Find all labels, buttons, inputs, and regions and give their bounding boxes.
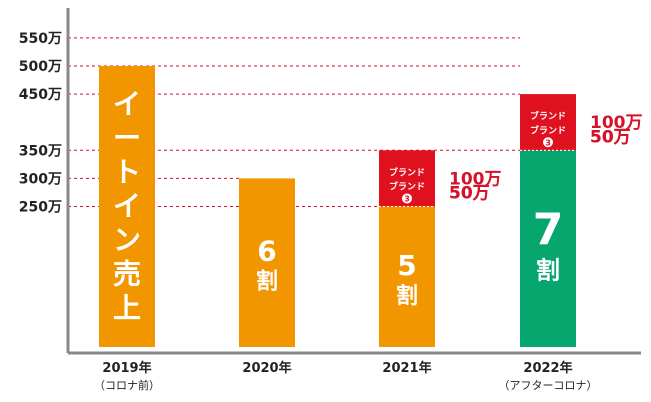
- segment-amount: 100万: [590, 113, 643, 133]
- bar-text-wari: 割: [536, 257, 560, 285]
- bar-base: [379, 206, 435, 347]
- segment-amount: 50万: [449, 183, 490, 203]
- bar-text-char: イ: [113, 88, 141, 121]
- y-axis-ticks: 250万 300万 350万 450万 500万 550万: [19, 31, 62, 216]
- bar-text-wari: 割: [396, 283, 418, 309]
- bars: イートイン売上6割5割ブランド1100万ブランド250万ブランド350万7割ブラ…: [99, 66, 643, 347]
- segment-amount: 50万: [590, 127, 631, 147]
- x-tick-sublabel: （アフターコロナ）: [499, 379, 598, 392]
- y-tick-label: 250万: [19, 200, 62, 216]
- segment-brand-label: ブランド: [389, 166, 425, 178]
- segment-brand-label: ブランド: [389, 180, 425, 192]
- x-tick-label: 2021年: [382, 360, 431, 376]
- segment-brand-label: ブランド: [530, 110, 566, 122]
- segment-number: 3: [545, 138, 551, 147]
- segment-amount: 50万: [449, 183, 490, 203]
- segment-number: 3: [404, 194, 410, 203]
- bar-base: [520, 150, 576, 347]
- y-tick-label: 350万: [19, 143, 62, 159]
- segment-amount: 50万: [590, 127, 631, 147]
- segment-number-circle: [543, 137, 553, 148]
- y-tick-label: 450万: [19, 87, 62, 103]
- bar-text-number: 7: [533, 205, 564, 256]
- segment-amount: 100万: [449, 169, 502, 189]
- x-tick-sublabel: （コロナ前）: [94, 378, 160, 392]
- bar-base: [239, 178, 295, 347]
- segment-brand-label: ブランド: [530, 124, 566, 136]
- x-tick-label: 2020年: [242, 360, 291, 376]
- y-tick-label: 300万: [19, 171, 62, 187]
- x-tick-label: 2019年: [102, 360, 151, 376]
- bar-text-wari: 割: [256, 269, 278, 295]
- bar-text-char: ト: [113, 156, 141, 189]
- segment-number-circle: [402, 193, 412, 204]
- bar-text-number: 6: [257, 235, 276, 268]
- bar-text-char: ン: [113, 224, 141, 257]
- bar-text-char: 上: [113, 292, 141, 325]
- x-axis-ticks: 2019年 （コロナ前） 2020年 2021年 2022年 （アフターコロナ）: [94, 360, 598, 392]
- bar-text-char: ー: [113, 122, 141, 155]
- y-tick-label: 550万: [19, 31, 62, 47]
- bar-text-char: 売: [113, 258, 141, 291]
- bar-text-number: 5: [397, 249, 416, 282]
- bar-text-char: イ: [113, 190, 141, 223]
- x-tick-label: 2022年: [523, 360, 572, 376]
- bar-base: [99, 66, 155, 347]
- axes: [66, 8, 641, 355]
- y-tick-label: 500万: [19, 59, 62, 75]
